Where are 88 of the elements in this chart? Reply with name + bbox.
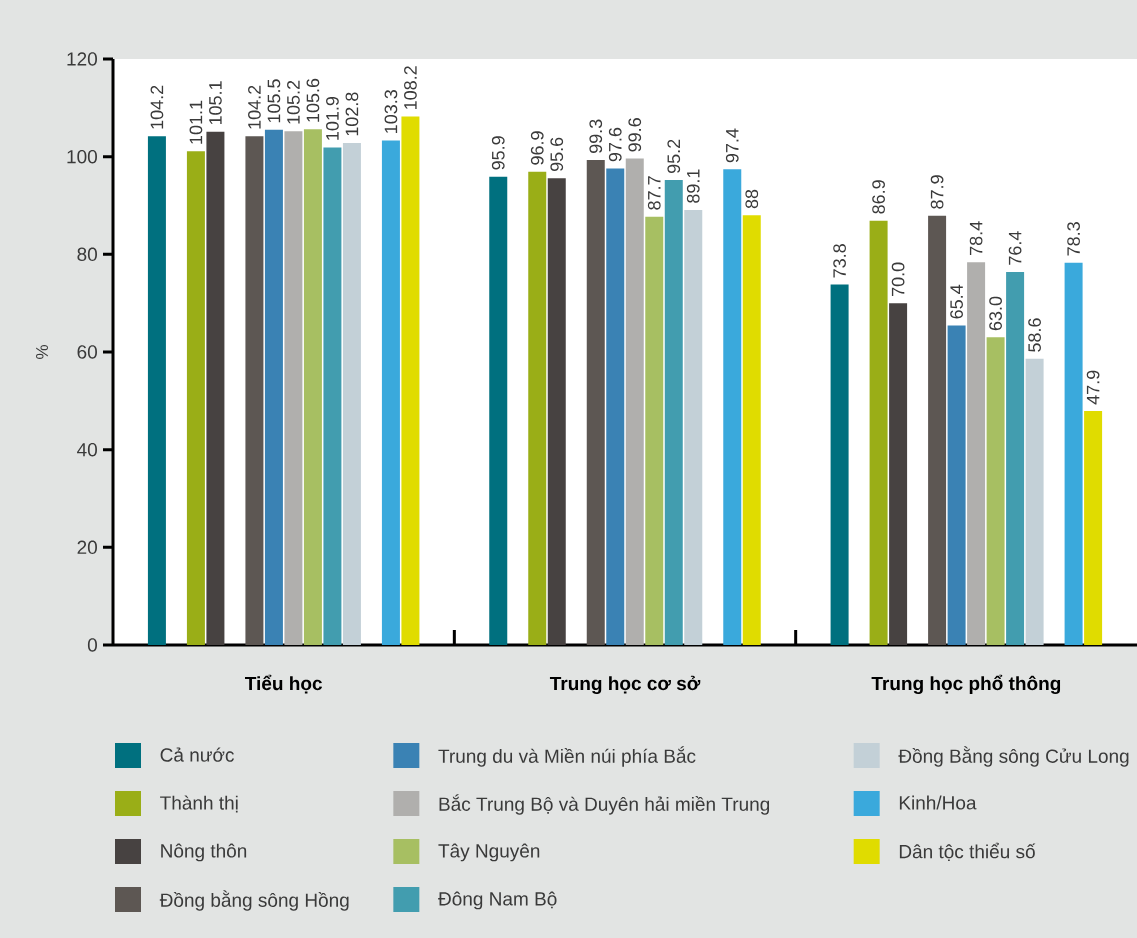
bar [645, 216, 664, 645]
bar [147, 136, 166, 645]
bar [684, 209, 703, 645]
data-label: 101.1 [189, 100, 203, 144]
data-label: 99.6 [628, 118, 642, 152]
data-label: 87.7 [647, 176, 661, 210]
data-label: 95.6 [550, 137, 564, 172]
bar [1006, 271, 1025, 645]
bar [664, 180, 683, 645]
data-label: 105.6 [306, 78, 320, 122]
x-tick-label: Trung học cơ sở [549, 675, 701, 695]
data-label: 87.9 [930, 175, 944, 209]
data-label: 108.2 [404, 66, 417, 109]
x-tick-label: Trung học phổ thông [871, 674, 1061, 695]
y-tick-label: 0 [87, 638, 97, 652]
bar [206, 131, 225, 645]
data-label: 104.2 [150, 85, 164, 129]
data-label: 76.4 [1008, 231, 1022, 265]
data-label: 105.1 [209, 81, 222, 125]
data-label: 86.9 [872, 180, 885, 214]
bar [528, 171, 547, 645]
legend-label: Tây Nguyên [438, 843, 540, 862]
data-label: 73.8 [833, 244, 846, 278]
bar [547, 178, 566, 645]
y-tick-label: 20 [77, 540, 97, 555]
bar [284, 131, 303, 645]
bar [489, 176, 508, 645]
bar [586, 160, 605, 645]
data-label: 104.2 [248, 85, 261, 129]
data-label: 102.8 [345, 92, 359, 136]
data-label: 95.9 [491, 136, 505, 170]
bar [186, 151, 205, 645]
data-label: 95.2 [667, 139, 681, 173]
data-label: 97.4 [725, 128, 739, 163]
legend-label: Dân tộc thiểu số [899, 842, 1036, 862]
legend-label: Trung du và Miền núi phía Bắc [438, 746, 696, 767]
bar [947, 325, 966, 645]
data-label: 105.2 [287, 80, 300, 124]
data-label: 96.9 [530, 131, 544, 165]
legend-label: Nông thôn [161, 843, 247, 862]
legend-label: Đông Nam Bộ [438, 891, 557, 910]
bar [967, 262, 986, 645]
bar [723, 169, 742, 645]
bar [1064, 262, 1083, 645]
y-tick-label: 120 [67, 52, 97, 66]
data-label: 105.5 [267, 79, 281, 123]
data-label: 70.0 [891, 262, 905, 296]
bar [928, 215, 947, 645]
bar [342, 142, 361, 645]
legend-label: Bắc Trung Bộ và Duyên hải miền Trung [439, 794, 770, 815]
bar [245, 136, 264, 645]
legend-label: Đồng bằng sông Hồng [159, 890, 349, 911]
data-label: 47.9 [1086, 370, 1100, 405]
data-label: 63.0 [989, 296, 1002, 331]
bar [606, 168, 625, 645]
bar [1084, 411, 1103, 645]
data-label: 58.6 [1028, 318, 1041, 352]
y-tick-label: 60 [77, 345, 97, 359]
bar [1025, 358, 1044, 645]
bar [986, 337, 1005, 645]
data-label: 89.1 [686, 169, 700, 203]
legend-label: Thành thị [160, 795, 238, 813]
bar [625, 158, 644, 645]
bar [303, 129, 322, 645]
y-tick-label: 100 [67, 149, 97, 164]
y-tick-label: 80 [77, 247, 97, 262]
bar [869, 220, 888, 645]
legend-label: Đồng Bằng sông Cửu Long [898, 746, 1129, 767]
y-tick-label: 40 [77, 442, 97, 457]
bar [264, 129, 283, 645]
data-label: 103.3 [384, 90, 398, 133]
data-label: 88 [745, 189, 759, 209]
bar [742, 215, 761, 645]
data-label: 99.3 [589, 119, 603, 153]
bar [401, 116, 420, 645]
bar [889, 303, 908, 645]
bar [323, 147, 342, 645]
bar [830, 284, 849, 645]
data-label: 78.4 [969, 221, 983, 255]
data-label: 101.9 [326, 96, 339, 140]
data-label: 65.4 [950, 284, 963, 319]
legend-label: Kinh/Hoa [899, 795, 977, 810]
y-axis-title: % [36, 345, 48, 359]
x-tick-label: Tiểu học [244, 674, 322, 694]
legend-label: Cả nước [160, 747, 234, 762]
data-label: 97.6 [608, 127, 622, 162]
bar [381, 140, 400, 645]
data-label: 78.3 [1067, 222, 1080, 256]
